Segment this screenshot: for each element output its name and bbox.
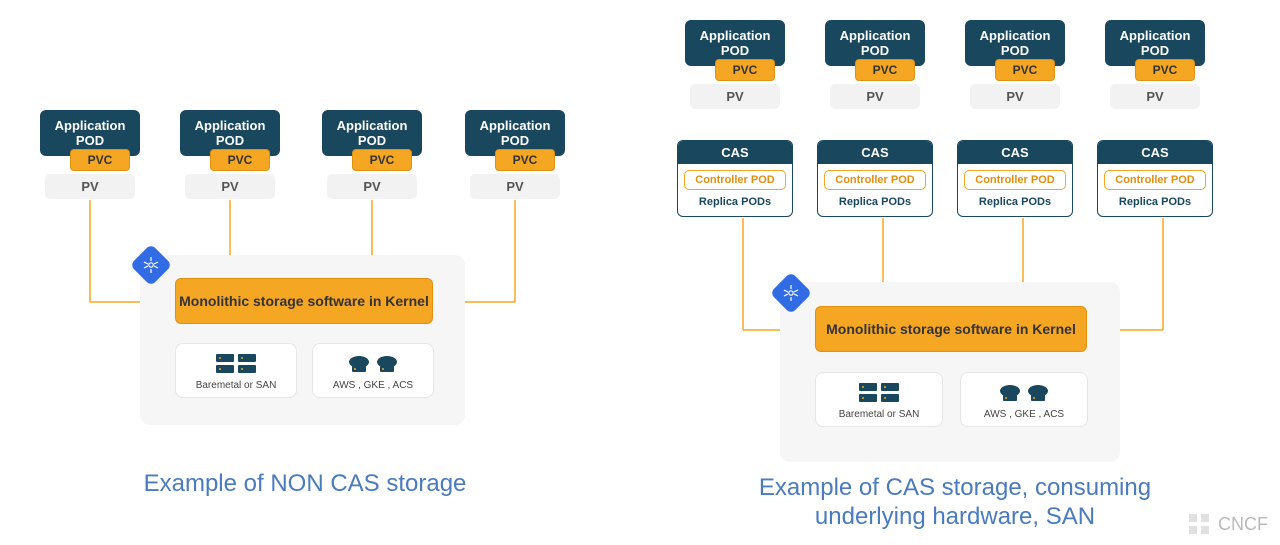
- pv-pill: PV: [830, 84, 920, 109]
- baremetal-card: Baremetal or SAN: [175, 343, 297, 398]
- connector-lines-right: [630, 0, 1280, 545]
- cloud-card: AWS , GKE , ACS: [960, 372, 1088, 427]
- cncf-watermark: CNCF: [1186, 511, 1268, 537]
- cncf-logo-icon: [1186, 511, 1212, 537]
- cloud-icon: [347, 352, 399, 376]
- cloud-label: AWS , GKE , ACS: [967, 409, 1081, 420]
- baremetal-icon: [214, 352, 258, 376]
- replica-pods-label: Replica PODs: [964, 196, 1066, 208]
- pvc-badge: PVC: [715, 59, 775, 81]
- pv-pill: PV: [327, 174, 417, 199]
- pv-pill: PV: [470, 174, 560, 199]
- pvc-badge: PVC: [995, 59, 1055, 81]
- pv-pill: PV: [45, 174, 135, 199]
- cloud-icon: [998, 381, 1050, 405]
- monolithic-kernel-bar: Monolithic storage software in Kernel: [175, 278, 433, 324]
- cas-header: CAS: [958, 141, 1072, 164]
- controller-pod-pill: Controller POD: [684, 170, 786, 190]
- replica-pods-label: Replica PODs: [684, 196, 786, 208]
- pvc-badge: PVC: [352, 149, 412, 171]
- diagram-caption-right: Example of CAS storage, consumingunderly…: [630, 474, 1280, 532]
- pv-pill: PV: [1110, 84, 1200, 109]
- cas-box: CAS Controller POD Replica PODs: [817, 140, 933, 217]
- controller-pod-pill: Controller POD: [824, 170, 926, 190]
- pvc-badge: PVC: [495, 149, 555, 171]
- controller-pod-pill: Controller POD: [964, 170, 1066, 190]
- cloud-card: AWS , GKE , ACS: [312, 343, 434, 398]
- cas-header: CAS: [818, 141, 932, 164]
- baremetal-label: Baremetal or SAN: [182, 380, 290, 391]
- pvc-badge: PVC: [70, 149, 130, 171]
- cas-header: CAS: [1098, 141, 1212, 164]
- cas-box: CAS Controller POD Replica PODs: [957, 140, 1073, 217]
- replica-pods-label: Replica PODs: [1104, 196, 1206, 208]
- pvc-badge: PVC: [210, 149, 270, 171]
- monolithic-kernel-bar: Monolithic storage software in Kernel: [815, 306, 1087, 352]
- replica-pods-label: Replica PODs: [824, 196, 926, 208]
- pv-pill: PV: [185, 174, 275, 199]
- non-cas-diagram: ApplicationPOD ApplicationPOD Applicatio…: [0, 0, 610, 545]
- cncf-watermark-text: CNCF: [1218, 514, 1268, 535]
- cloud-label: AWS , GKE , ACS: [319, 380, 427, 391]
- pvc-badge: PVC: [855, 59, 915, 81]
- pv-pill: PV: [690, 84, 780, 109]
- cas-diagram: ApplicationPOD ApplicationPOD Applicatio…: [630, 0, 1280, 545]
- baremetal-label: Baremetal or SAN: [822, 409, 936, 420]
- cas-header: CAS: [678, 141, 792, 164]
- pv-pill: PV: [970, 84, 1060, 109]
- baremetal-icon: [857, 381, 901, 405]
- controller-pod-pill: Controller POD: [1104, 170, 1206, 190]
- baremetal-card: Baremetal or SAN: [815, 372, 943, 427]
- cas-box: CAS Controller POD Replica PODs: [677, 140, 793, 217]
- diagram-caption-left: Example of NON CAS storage: [0, 470, 610, 499]
- cas-box: CAS Controller POD Replica PODs: [1097, 140, 1213, 217]
- pvc-badge: PVC: [1135, 59, 1195, 81]
